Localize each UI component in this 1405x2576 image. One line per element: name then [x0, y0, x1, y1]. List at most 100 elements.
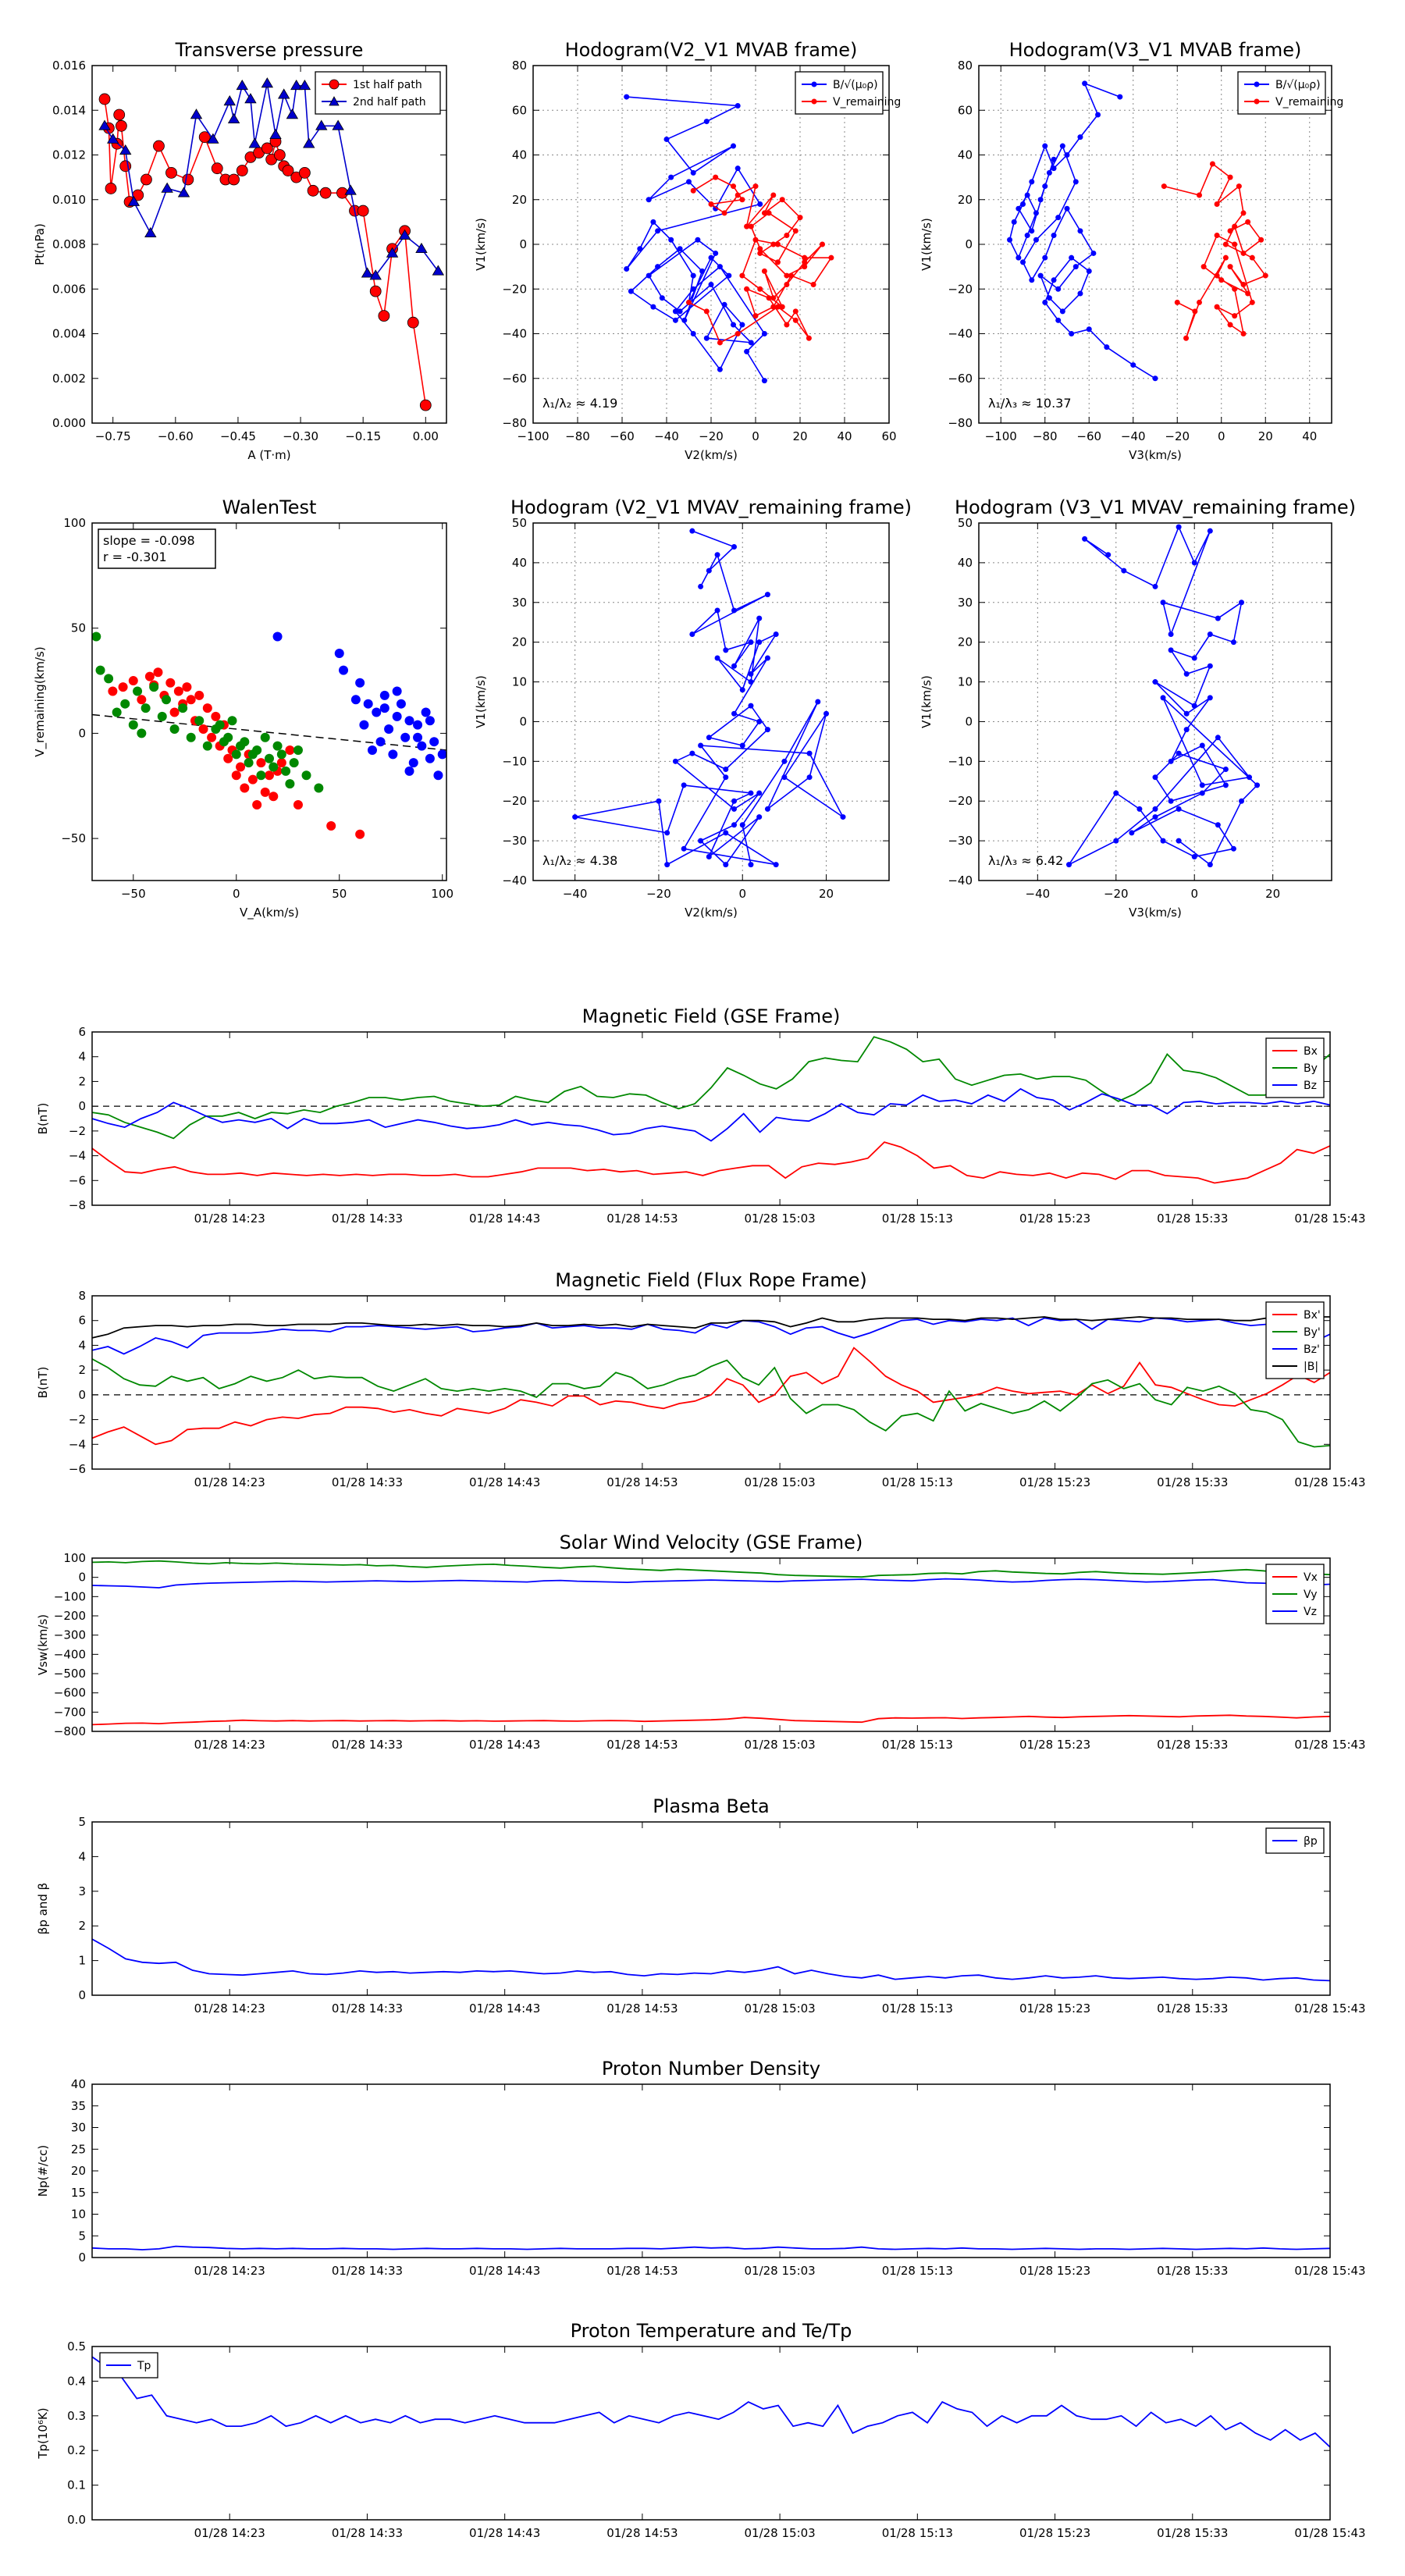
data-point — [806, 750, 813, 756]
data-point — [378, 310, 390, 322]
data-point — [748, 671, 754, 677]
axes-frame — [978, 65, 1332, 424]
series-line — [92, 2245, 1330, 2250]
y-tick-label: 0 — [965, 714, 973, 728]
data-point — [1051, 156, 1057, 162]
data-point — [173, 686, 183, 696]
y-tick-label: −100 — [54, 1589, 86, 1603]
data-point — [112, 707, 122, 717]
y-tick-label: −40 — [948, 873, 973, 888]
data-point — [413, 720, 423, 730]
data-point — [756, 790, 763, 796]
data-point — [1168, 647, 1174, 653]
data-point — [415, 242, 428, 254]
x-tick-label: 01/28 14:43 — [469, 2264, 540, 2278]
data-point — [735, 103, 741, 109]
plot-area — [92, 1316, 1330, 1448]
x-tick-label: 01/28 15:23 — [1019, 1738, 1090, 1752]
legend-box — [795, 71, 884, 115]
data-point — [1249, 299, 1255, 305]
axes-frame — [91, 1821, 1331, 1996]
data-point — [650, 304, 656, 310]
axes-frame — [91, 65, 447, 424]
data-point — [1209, 161, 1215, 167]
data-point — [828, 254, 834, 261]
data-point — [326, 820, 336, 831]
data-point — [115, 119, 127, 132]
data-point — [748, 862, 754, 868]
data-point — [334, 649, 344, 659]
data-point — [1055, 286, 1062, 292]
data-point — [379, 703, 389, 713]
y-tick-label: 0.1 — [67, 2478, 86, 2492]
data-point — [1168, 798, 1174, 804]
data-point — [1222, 254, 1229, 261]
y-tick-label: −20 — [502, 794, 527, 808]
series-1 — [92, 632, 324, 793]
y-tick-label: −40 — [502, 327, 527, 341]
x-tick-label: 01/28 14:33 — [332, 1738, 403, 1752]
data-point — [260, 732, 270, 742]
data-point — [1152, 375, 1158, 382]
data-point — [1230, 845, 1236, 852]
data-point — [761, 210, 767, 216]
y-tick-label: 4 — [78, 1338, 86, 1352]
y-tick-label: 3 — [78, 1884, 86, 1898]
data-point — [748, 679, 754, 685]
data-point — [332, 119, 344, 130]
y-tick-label: −300 — [54, 1628, 86, 1642]
data-point — [731, 798, 738, 804]
data-point — [1230, 639, 1236, 646]
data-point — [1240, 250, 1247, 256]
data-point — [1129, 830, 1135, 836]
data-point — [764, 655, 770, 661]
data-point — [1183, 335, 1190, 341]
data-point — [723, 830, 729, 836]
data-point — [689, 750, 695, 756]
data-point — [355, 678, 365, 688]
data-point — [223, 95, 236, 106]
data-point — [1113, 838, 1119, 844]
data-point — [1090, 250, 1097, 256]
x-tick-label: 01/28 14:43 — [469, 1475, 540, 1489]
data-point — [1059, 143, 1065, 149]
legend-label: Bx' — [1304, 1309, 1321, 1322]
y-tick-label: 20 — [958, 635, 973, 649]
plot-area — [624, 94, 834, 384]
data-point — [820, 241, 825, 247]
legend-label: |B| — [1304, 1361, 1318, 1373]
axes-frame — [91, 1295, 1331, 1470]
x-tick-label: 0 — [233, 887, 240, 901]
y-tick-label: 0 — [965, 237, 973, 251]
data-point — [1055, 317, 1062, 323]
x-axis-label: A (T·m) — [247, 448, 290, 462]
fit-line — [92, 713, 446, 751]
data-point — [137, 695, 147, 705]
series-1st-half-path — [98, 93, 432, 411]
legend-label: Vz — [1304, 1606, 1317, 1618]
series-bx- — [92, 1347, 1330, 1446]
data-point — [686, 299, 692, 305]
data-point — [1086, 326, 1092, 333]
data-point — [1059, 308, 1065, 315]
data-point — [723, 862, 729, 868]
data-point — [695, 237, 701, 243]
data-point — [714, 552, 720, 558]
x-tick-label: 01/28 14:23 — [194, 2001, 265, 2016]
chart-title: Solar Wind Velocity (GSE Frame) — [560, 1532, 863, 1553]
y-tick-label: 50 — [71, 621, 86, 635]
y-tick-label: 40 — [512, 556, 527, 570]
x-tick-label: 0 — [738, 887, 746, 901]
legend: Bx' By' Bz' |B| — [1265, 1301, 1325, 1379]
x-tick-label: 01/28 15:23 — [1019, 1212, 1090, 1226]
data-point — [425, 716, 435, 726]
legend-label: 2nd half path — [353, 96, 426, 109]
data-point — [672, 308, 678, 315]
data-point — [1072, 264, 1079, 270]
data-point — [273, 149, 286, 161]
data-point — [282, 165, 294, 176]
data-point — [379, 690, 389, 700]
x-tick-label: 0 — [752, 429, 759, 443]
data-point — [1214, 272, 1220, 279]
data-point — [1042, 254, 1048, 261]
